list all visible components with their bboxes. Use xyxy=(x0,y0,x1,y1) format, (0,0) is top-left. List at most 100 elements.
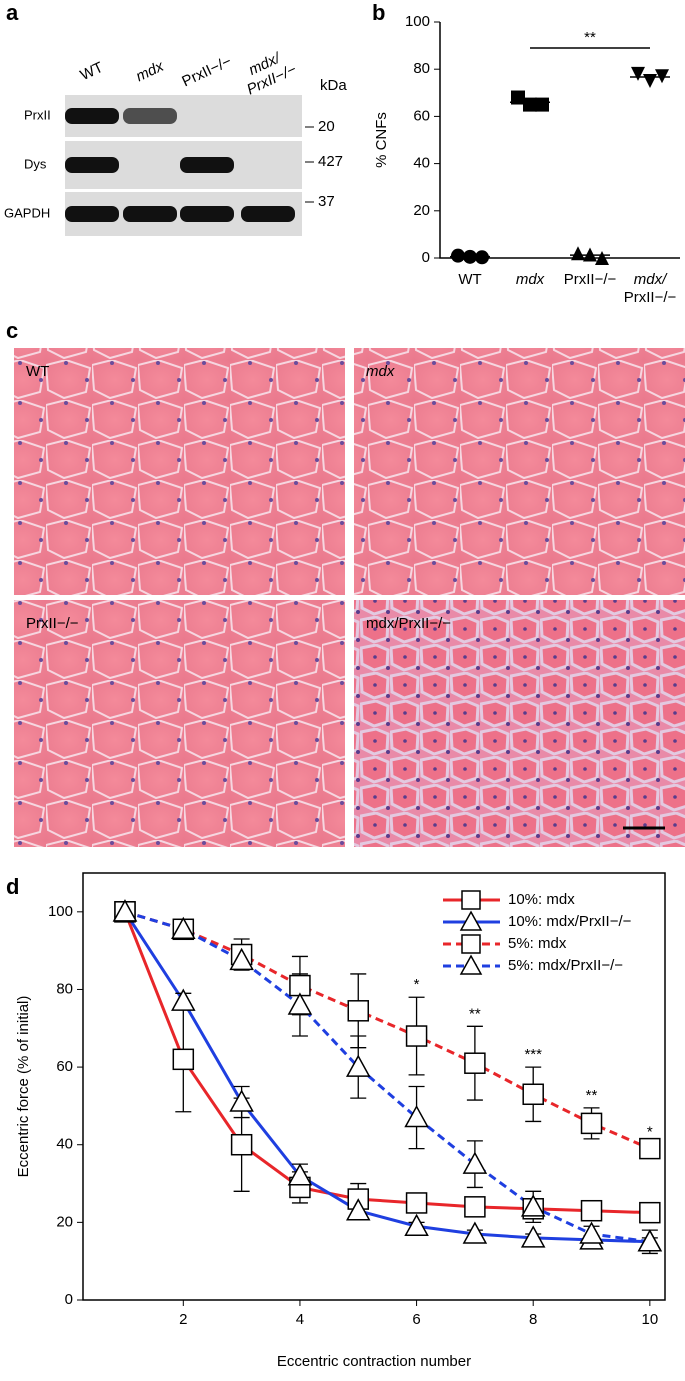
data-point xyxy=(643,74,657,88)
x-tick-label: WT xyxy=(458,271,481,288)
mw-unit: kDa xyxy=(320,77,347,94)
histology-label: mdx xyxy=(366,363,395,380)
mw-label: 20 xyxy=(318,118,335,135)
histology-label: WT xyxy=(26,363,49,380)
series-line xyxy=(124,910,651,1244)
y-tick-label: 80 xyxy=(56,980,73,997)
significance-label: *** xyxy=(524,1046,542,1063)
x-tick-label: 10 xyxy=(641,1311,658,1328)
data-point xyxy=(511,90,525,105)
x-tick-label: mdx/PrxII−/− xyxy=(624,271,677,306)
data-point xyxy=(595,251,609,265)
marker xyxy=(287,1163,313,1186)
lane-label: PrxII−/− xyxy=(179,53,234,91)
histology-image xyxy=(354,600,685,847)
y-tick-label: 40 xyxy=(413,155,430,172)
x-tick-label: 2 xyxy=(179,1311,187,1328)
blot-row-label: Dys xyxy=(24,156,47,171)
data-point xyxy=(631,66,645,81)
data-point xyxy=(535,97,549,112)
histology-image xyxy=(14,600,345,847)
series-line xyxy=(124,910,651,1150)
marker xyxy=(639,1201,661,1224)
blot-band xyxy=(123,108,177,124)
y-tick-label: 60 xyxy=(413,107,430,124)
marker xyxy=(345,1198,371,1221)
marker xyxy=(405,1192,428,1214)
significance-label: ** xyxy=(586,1087,598,1104)
marker xyxy=(287,992,313,1015)
marker xyxy=(520,1225,546,1248)
y-tick-label: 40 xyxy=(56,1136,73,1153)
marker xyxy=(171,916,196,940)
mw-label: 37 xyxy=(318,193,335,210)
data-point xyxy=(523,97,537,112)
legend-label: 10%: mdx/PrxII−/− xyxy=(508,913,632,930)
y-tick-label: 20 xyxy=(56,1213,73,1230)
mw-label: 427 xyxy=(318,153,343,170)
marker xyxy=(404,1213,429,1236)
marker xyxy=(580,1112,603,1135)
y-axis-label: % CNFs xyxy=(373,112,390,168)
data-point xyxy=(451,248,465,263)
y-tick-label: 60 xyxy=(56,1058,73,1075)
y-tick-label: 0 xyxy=(422,249,430,266)
histology-image xyxy=(14,348,345,595)
significance-label: * xyxy=(414,976,420,993)
marker xyxy=(637,1229,663,1252)
y-tick-label: 20 xyxy=(413,202,430,219)
legend-marker xyxy=(459,910,483,931)
legend-label: 5%: mdx/PrxII−/− xyxy=(508,957,623,974)
x-tick-label: 8 xyxy=(529,1311,537,1328)
panel-label: d xyxy=(6,874,19,899)
marker xyxy=(347,1000,370,1022)
blot-band xyxy=(180,157,234,173)
legend-marker xyxy=(461,890,481,910)
legend-marker xyxy=(459,954,483,975)
y-tick-label: 80 xyxy=(413,60,430,77)
marker xyxy=(464,1052,486,1074)
x-tick-label: 6 xyxy=(412,1311,420,1328)
lane-label: mdx/PrxII−/− xyxy=(237,45,299,98)
legend-label: 10%: mdx xyxy=(508,891,575,908)
histology-label: PrxII−/− xyxy=(26,615,79,632)
marker xyxy=(639,1137,661,1160)
marker xyxy=(462,1151,488,1174)
marker xyxy=(172,1048,195,1071)
axis xyxy=(439,22,680,259)
data-point xyxy=(571,246,585,261)
lane-label: WT xyxy=(78,59,106,84)
plot-frame xyxy=(82,872,666,1301)
blot-row-label: GAPDH xyxy=(4,205,50,220)
marker xyxy=(580,1199,603,1222)
panel-label: a xyxy=(6,0,19,25)
marker xyxy=(230,1133,253,1156)
histology-label: mdx/PrxII−/− xyxy=(366,615,451,632)
marker xyxy=(404,1104,429,1128)
marker xyxy=(579,1221,604,1244)
marker xyxy=(520,1194,546,1217)
marker xyxy=(229,947,254,971)
blot-band xyxy=(65,157,119,173)
marker xyxy=(405,1025,428,1047)
blot-band xyxy=(65,108,119,124)
marker xyxy=(464,1196,486,1218)
lane-label: mdx xyxy=(133,58,166,86)
blot-band xyxy=(180,206,234,222)
significance-label: ** xyxy=(584,29,596,46)
x-tick-label: PrxII−/− xyxy=(564,271,617,288)
marker xyxy=(345,1054,371,1077)
significance-label: * xyxy=(647,1124,653,1141)
histology-image xyxy=(354,348,685,595)
blot-band xyxy=(123,206,177,222)
x-tick-label: mdx xyxy=(516,271,545,288)
marker xyxy=(229,1089,254,1112)
marker xyxy=(522,1083,544,1106)
marker xyxy=(112,899,138,922)
marker xyxy=(462,1221,488,1244)
y-tick-label: 100 xyxy=(48,903,73,920)
marker xyxy=(171,988,196,1011)
y-axis-label: Eccentric force (% of initial) xyxy=(15,996,32,1178)
series-line xyxy=(123,910,650,1244)
